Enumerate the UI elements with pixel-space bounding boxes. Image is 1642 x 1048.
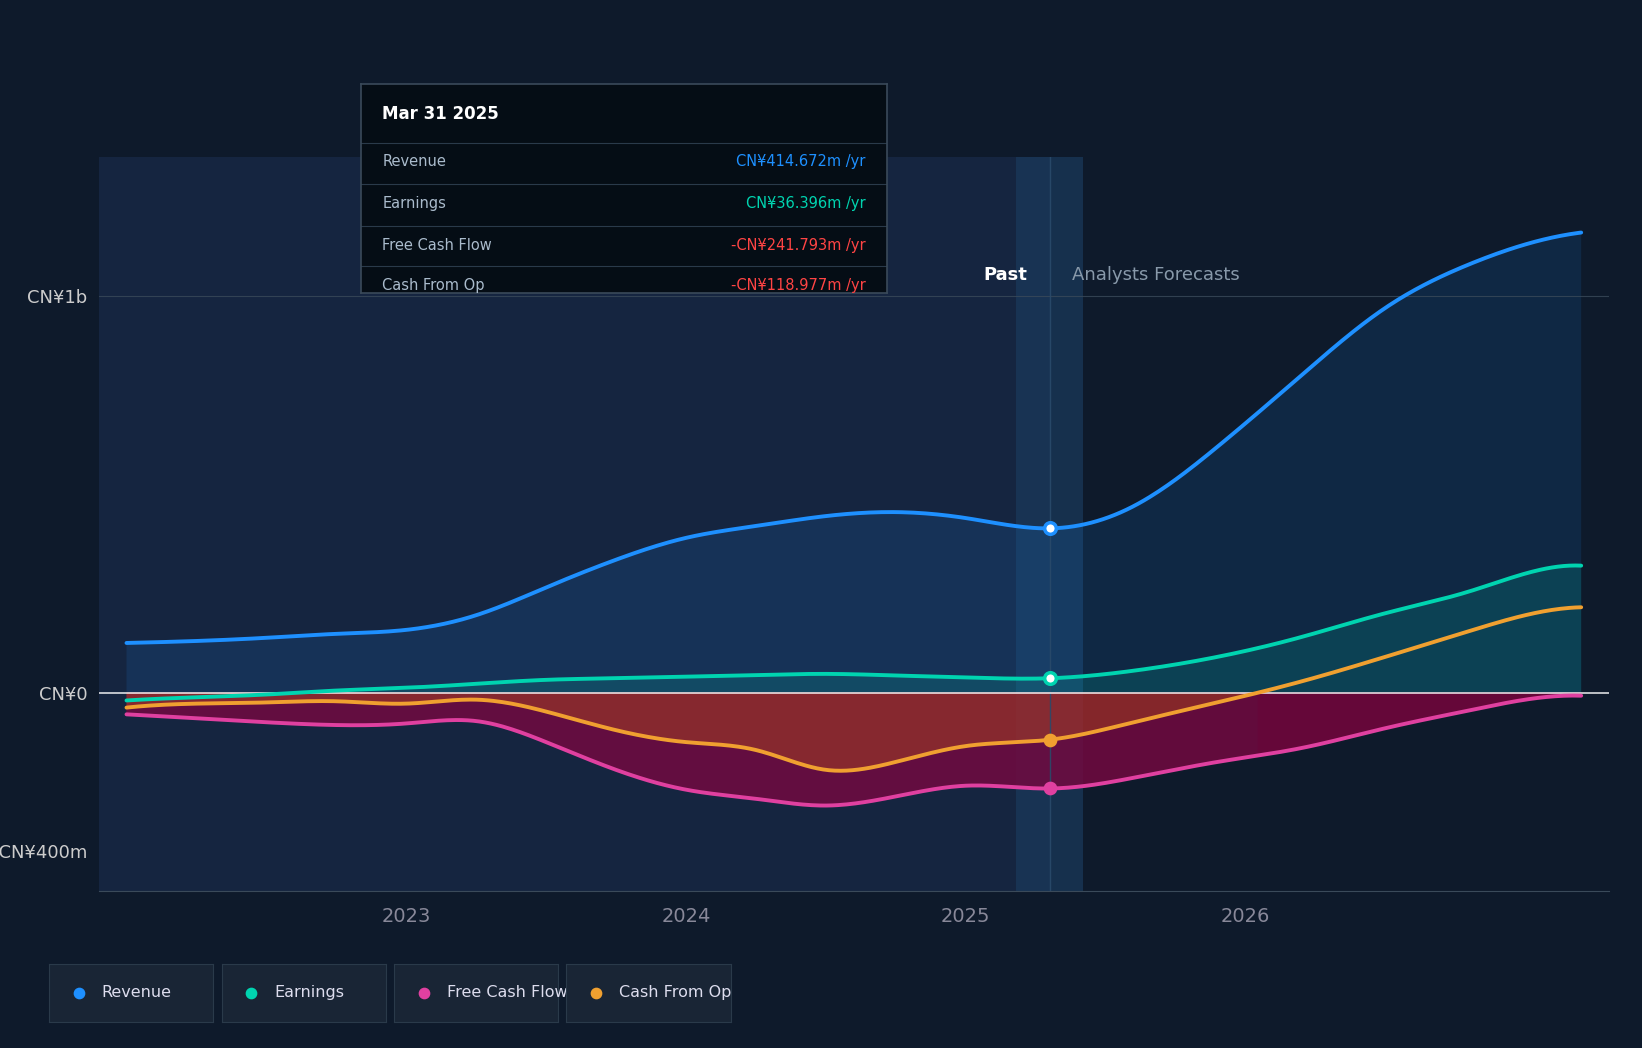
Text: Earnings: Earnings (383, 196, 447, 211)
Text: -CN¥241.793m /yr: -CN¥241.793m /yr (731, 238, 865, 253)
Text: Past: Past (984, 266, 1028, 284)
Point (66, 985, 92, 1002)
Text: CN¥414.672m /yr: CN¥414.672m /yr (736, 154, 865, 169)
Text: Revenue: Revenue (102, 985, 172, 1001)
Text: Free Cash Flow: Free Cash Flow (447, 985, 566, 1001)
Text: Revenue: Revenue (383, 154, 447, 169)
Text: CN¥36.396m /yr: CN¥36.396m /yr (745, 196, 865, 211)
Point (1036, 670, 1062, 686)
Bar (99, 157, 1049, 891)
Bar (1016, 157, 1084, 891)
Point (583, 985, 609, 1002)
Bar (1049, 157, 1609, 891)
Text: Analysts Forecasts: Analysts Forecasts (1072, 266, 1240, 284)
Text: Free Cash Flow: Free Cash Flow (383, 238, 493, 253)
Point (410, 985, 437, 1002)
Text: Mar 31 2025: Mar 31 2025 (383, 105, 499, 123)
Text: -CN¥118.977m /yr: -CN¥118.977m /yr (731, 278, 865, 292)
Text: Cash From Op: Cash From Op (383, 278, 484, 292)
Point (1036, 520, 1062, 537)
Point (1036, 732, 1062, 748)
Text: Earnings: Earnings (274, 985, 345, 1001)
Point (238, 985, 264, 1002)
Text: Cash From Op: Cash From Op (619, 985, 731, 1001)
Point (1036, 780, 1062, 796)
